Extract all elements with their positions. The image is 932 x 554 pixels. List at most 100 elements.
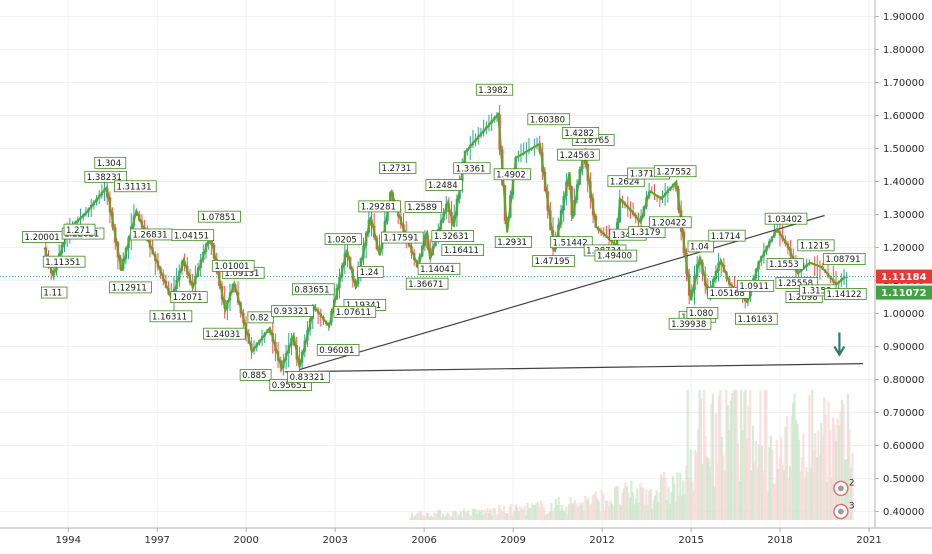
zigzag-label-text: 1.20422 [651,218,686,228]
volume-bar [780,437,783,520]
volume-bar [745,439,749,520]
volume-bar [611,504,614,520]
event-badge-icon: 3 [833,502,855,520]
volume-bar [796,423,799,520]
candle-body [327,322,330,325]
volume-bar [618,504,621,520]
zigzag-label-text: 1.24 [360,268,379,278]
volume-bar [849,467,852,520]
zigzag-label: 1.0911 [736,279,775,292]
zigzag-label-text: 1.2624 [610,177,640,187]
volume-bar [605,500,608,520]
volume-bar [793,393,796,520]
zigzag-indicator [43,111,846,372]
zigzag-label-box [494,236,533,248]
support-trendline [284,363,864,373]
zigzag-label: 1.01001 [211,259,255,272]
zigzag-label-box [628,226,666,238]
volume-bar [726,405,729,520]
volume-bar [437,509,440,520]
zigzag-label-text: 1.25558 [778,279,813,289]
zigzag-label-text: 1.080 [689,309,713,319]
volume-bar [612,506,615,520]
zigzag-label: 1.3361 [453,162,491,174]
zigzag-line [43,111,846,372]
volume-bar [818,455,821,520]
volume-bar [421,514,424,520]
y-tick-label: 0.90000 [883,342,924,353]
zigzag-label: 1.03402 [764,212,808,225]
zigzag-label: 1.1215 [797,239,835,252]
zigzag-label-text: 1.1714 [711,232,741,242]
zigzag-label-box [292,283,335,296]
zigzag-label-text: 1.16163 [737,315,772,325]
volume-bar [511,515,514,520]
volume-bar [431,517,434,520]
zigzag-label: 0.93321 [271,305,314,317]
volume-bar [416,512,419,520]
volume-bar [467,510,470,520]
volume-bar [634,498,637,520]
volume-bar [771,449,774,520]
zigzag-label-box [797,239,835,252]
event-badge-count: 2 [849,478,855,488]
volume-bar [487,512,491,520]
volume-bar [596,498,599,520]
zigzag-label: 1.60380 [527,113,571,125]
y-tick-label: 0.40000 [883,507,924,518]
volume-bar [490,515,494,520]
volume-bar [698,390,701,520]
volume-bar [651,508,654,520]
volume-bar [670,492,673,520]
volume-bar [576,506,580,520]
zigzag-label: 1.0205 [324,233,362,245]
volume-bar [538,506,541,520]
zigzag-label-box [239,369,272,381]
volume-bar [842,404,845,520]
zigzag-label: 1.2484 [425,179,463,191]
volume-bar [553,507,556,520]
zigzag-label-box [63,223,96,236]
volume-bar [517,511,520,520]
zigzag-label-text: 1.0205 [327,235,357,245]
volume-bar [846,394,850,520]
volume-bar [572,503,575,520]
zigzag-label-box [211,259,255,272]
zigzag-label: 1.24031 [203,327,246,340]
volume-bar [539,500,543,520]
volume-bar [633,504,636,520]
volume-bar [753,462,756,520]
volume-bar [840,399,844,520]
zigzag-label-text: 1.304 [97,159,121,169]
volume-bar [820,423,823,520]
volume-bar [750,470,753,520]
volume-bar [508,506,511,520]
volume-bar [834,441,838,520]
zigzag-label: 1.24563 [557,148,600,161]
volume-bar [436,513,439,520]
candle-body [567,181,571,187]
volume-bar [732,390,735,520]
volume-bar [759,390,762,520]
volume-bar [493,508,497,520]
zigzag-label-box [333,305,377,318]
zigzag-label: 1.05168 [707,287,750,299]
volume-bar [471,508,474,520]
zigzag-label-text: 0.82 [250,313,269,323]
volume-bar [527,508,531,520]
volume-bar [627,492,630,520]
zigzag-label-box [170,291,208,303]
volume-bar [679,473,682,520]
volume-bar [817,430,820,520]
zigzag-label-box [687,240,715,253]
zigzag-label: 1.08791 [822,253,866,265]
volume-bar [556,504,559,520]
volume-bar [413,515,416,520]
volume-bar [665,499,669,520]
volume-bar [410,512,414,520]
zigzag-label-text: 1.37109 [630,170,665,180]
candle-body [378,249,381,251]
volume-bar [557,497,560,520]
